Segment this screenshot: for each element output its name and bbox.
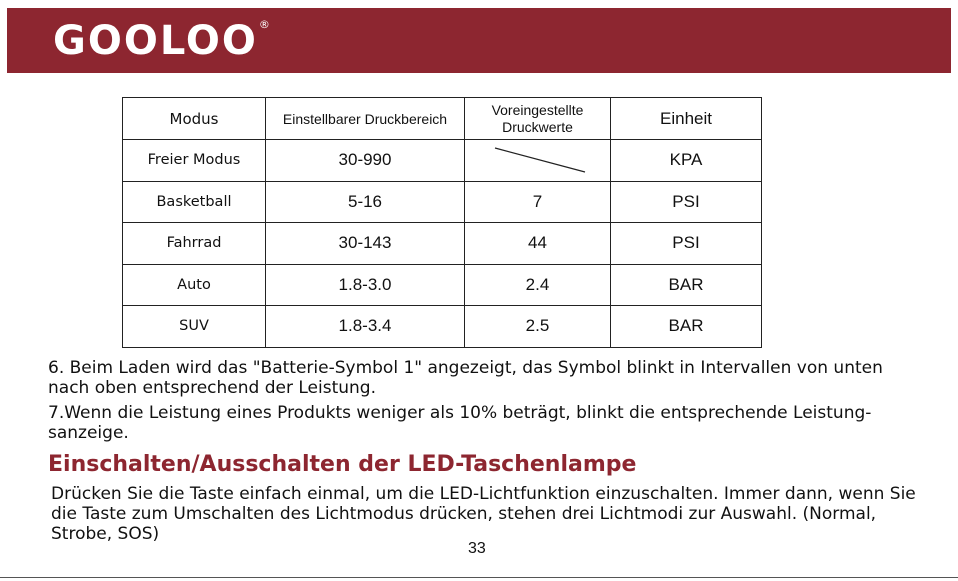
logo-text: GOOLOO bbox=[53, 18, 258, 64]
table-row: SUV 1.8-3.4 2.5 BAR bbox=[122, 305, 762, 348]
header-einheit: Einheit bbox=[610, 97, 762, 140]
preset-cell: 2.5 bbox=[464, 305, 611, 348]
bottom-rule bbox=[0, 577, 958, 578]
paragraph-item-6: 6. Beim Laden wird das "Batterie-Symbol … bbox=[48, 358, 883, 398]
unit-cell: KPA bbox=[610, 139, 762, 182]
mode-cell: Basketball bbox=[122, 180, 266, 223]
unit-cell: PSI bbox=[610, 180, 762, 223]
table-row: Auto 1.8-3.0 2.4 BAR bbox=[122, 263, 762, 306]
range-cell: 1.8-3.4 bbox=[265, 305, 465, 348]
range-cell: 30-143 bbox=[265, 222, 465, 265]
header-druckwerte: Voreingestellte Druckwerte bbox=[464, 97, 611, 140]
mode-cell: Freier Modus bbox=[122, 139, 266, 182]
header-druckwerte-text: Voreingestellte Druckwerte bbox=[491, 101, 584, 135]
table-row: Freier Modus 30-990 KPA bbox=[122, 139, 762, 182]
header-druckbereich: Einstellbarer Druckbereich bbox=[265, 97, 465, 140]
range-cell: 30-990 bbox=[265, 139, 465, 182]
range-cell: 5-16 bbox=[265, 180, 465, 223]
mode-cell: SUV bbox=[122, 305, 266, 348]
pressure-mode-table: Modus Einstellbarer Druckbereich Voreing… bbox=[122, 97, 762, 348]
preset-cell-empty bbox=[464, 139, 611, 182]
paragraph-item-7: 7.Wenn die Leistung eines Produkts wenig… bbox=[48, 403, 872, 443]
preset-cell: 44 bbox=[464, 222, 611, 265]
table-row: Basketball 5-16 7 PSI bbox=[122, 180, 762, 223]
unit-cell: BAR bbox=[610, 263, 762, 306]
unit-cell: PSI bbox=[610, 222, 762, 265]
header-modus: Modus bbox=[122, 97, 266, 140]
page-number: 33 bbox=[468, 540, 486, 557]
preset-cell: 7 bbox=[464, 180, 611, 223]
table-header-row: Modus Einstellbarer Druckbereich Voreing… bbox=[122, 97, 762, 140]
gooloo-logo: GOOLOO® bbox=[53, 18, 272, 71]
section-title: Einschalten/Ausschalten der LED-Taschenl… bbox=[48, 452, 637, 477]
mode-cell: Auto bbox=[122, 263, 266, 306]
unit-cell: BAR bbox=[610, 305, 762, 348]
registered-mark: ® bbox=[258, 18, 272, 31]
section-body: Drücken Sie die Taste einfach einmal, um… bbox=[51, 484, 916, 544]
range-cell: 1.8-3.0 bbox=[265, 263, 465, 306]
diagonal-slash bbox=[494, 147, 586, 173]
preset-cell: 2.4 bbox=[464, 263, 611, 306]
table-row: Fahrrad 30-143 44 PSI bbox=[122, 222, 762, 265]
mode-cell: Fahrrad bbox=[122, 222, 266, 265]
header-band: GOOLOO® bbox=[7, 8, 951, 73]
